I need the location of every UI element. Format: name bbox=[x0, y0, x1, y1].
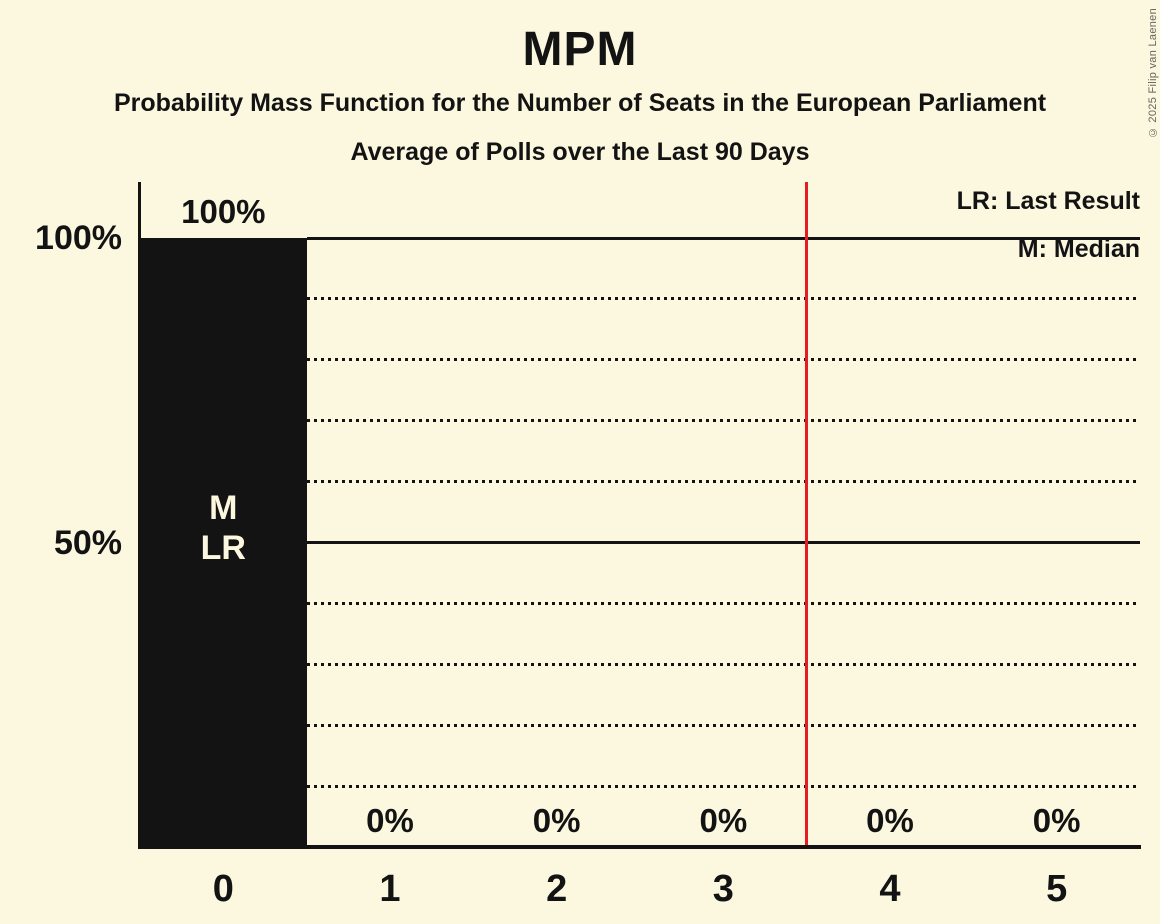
x-axis-line bbox=[138, 845, 1141, 849]
y-tick-100pct: 100% bbox=[35, 219, 122, 257]
x-tick-3: 3 bbox=[712, 868, 734, 910]
median-marker: M bbox=[209, 489, 238, 527]
gridline-dotted-70pct bbox=[306, 419, 1140, 423]
gridline-dotted-10pct bbox=[306, 784, 1140, 788]
x-tick-5: 5 bbox=[1046, 868, 1068, 910]
gridline-dotted-20pct bbox=[306, 723, 1140, 727]
gridline-dotted-30pct bbox=[306, 662, 1140, 666]
chart-title: MPM bbox=[522, 23, 638, 76]
gridline-solid-50pct bbox=[306, 541, 1140, 544]
gridline-dotted-40pct bbox=[306, 601, 1140, 605]
gridline-solid-100pct bbox=[306, 236, 1140, 240]
threshold-line bbox=[805, 182, 809, 847]
value-label-4: 0% bbox=[866, 802, 914, 839]
chart-subtitle: Probability Mass Function for the Number… bbox=[113, 89, 1047, 117]
last-result-marker: LR bbox=[200, 529, 246, 567]
x-tick-0: 0 bbox=[212, 868, 234, 910]
value-label-1: 0% bbox=[366, 802, 414, 839]
gridline-dotted-80pct bbox=[306, 358, 1140, 362]
value-label-2: 0% bbox=[532, 802, 581, 839]
value-label-5: 0% bbox=[1032, 802, 1081, 839]
bar-marker-labels: M LR bbox=[140, 488, 307, 568]
plot-area: 100% 0% 0% 0% 0% 0% M LR bbox=[140, 182, 1140, 847]
y-tick-50pct: 50% bbox=[53, 523, 122, 562]
legend-last-result: LR: Last Result bbox=[956, 187, 1140, 215]
legend-median: M: Median bbox=[1017, 235, 1140, 263]
y-axis-line bbox=[138, 182, 141, 847]
x-tick-4: 4 bbox=[879, 868, 901, 910]
x-tick-1: 1 bbox=[379, 868, 401, 910]
copyright-text: © 2025 Filip van Laenen bbox=[1147, 8, 1159, 139]
value-label-3: 0% bbox=[699, 802, 748, 839]
gridline-dotted-90pct bbox=[306, 297, 1140, 301]
value-label-0: 100% bbox=[181, 193, 266, 230]
chart-note: Average of Polls over the Last 90 Days bbox=[350, 138, 810, 166]
gridline-dotted-60pct bbox=[306, 480, 1140, 484]
x-tick-2: 2 bbox=[546, 868, 568, 910]
bar-seats-0 bbox=[141, 238, 307, 847]
